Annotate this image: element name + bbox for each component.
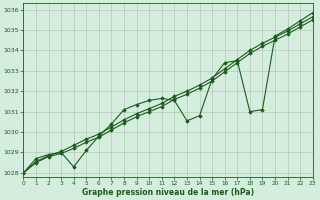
- X-axis label: Graphe pression niveau de la mer (hPa): Graphe pression niveau de la mer (hPa): [82, 188, 254, 197]
